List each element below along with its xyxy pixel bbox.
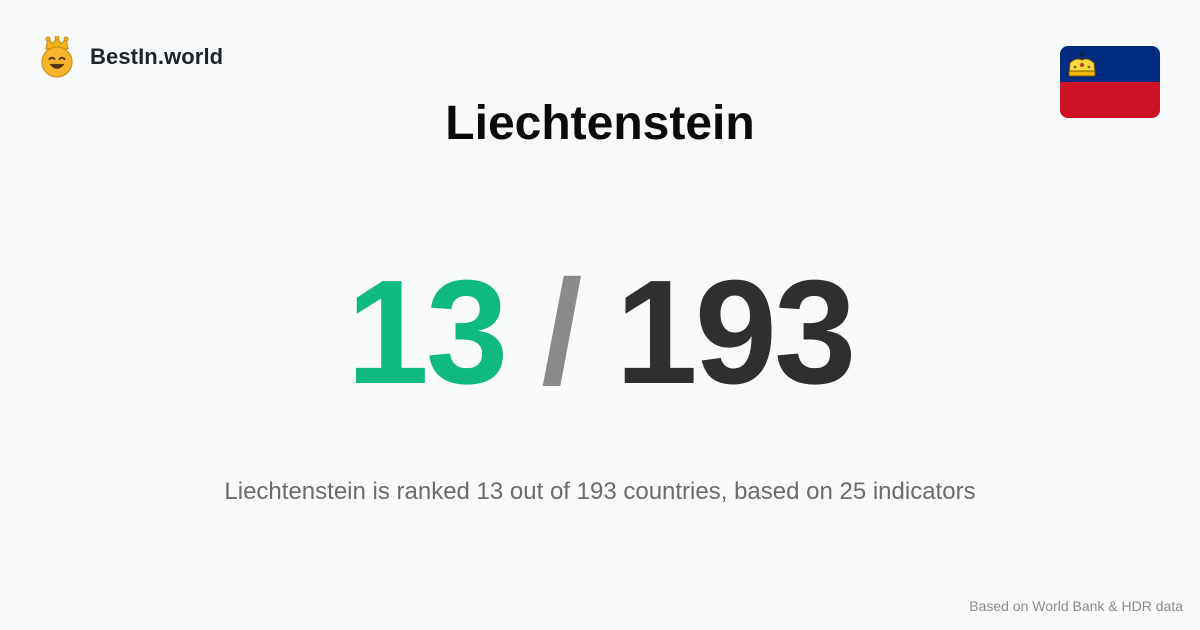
crowned-smiley-icon: [38, 36, 76, 78]
rank-display: 13 / 193: [0, 248, 1200, 418]
brand[interactable]: BestIn.world: [38, 36, 223, 78]
rank-separator: /: [541, 250, 582, 415]
brand-name: BestIn.world: [90, 44, 224, 69]
liechtenstein-flag-icon: [1060, 46, 1160, 118]
page-title: Liechtenstein: [445, 97, 755, 150]
data-source-note: Based on World Bank & HDR data: [969, 598, 1183, 614]
ranking-summary: Liechtenstein is ranked 13 out of 193 co…: [224, 478, 976, 505]
rank-value: 13: [346, 250, 509, 415]
rank-total: 193: [615, 250, 856, 415]
